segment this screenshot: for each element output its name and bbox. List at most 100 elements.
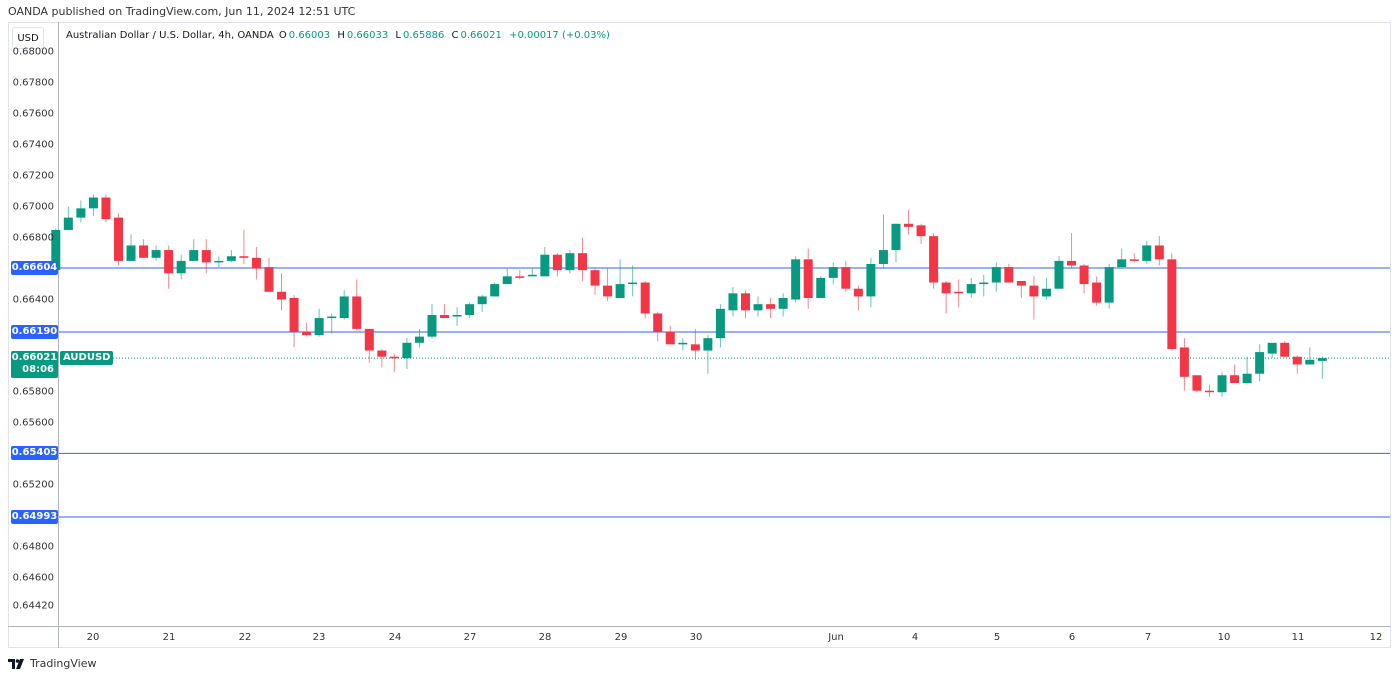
candle-body bbox=[1242, 373, 1252, 383]
candle-bullish bbox=[1255, 344, 1265, 382]
candle-body bbox=[1142, 245, 1152, 261]
candle-body bbox=[715, 308, 725, 339]
candle-bullish bbox=[678, 338, 688, 351]
candle-body bbox=[164, 250, 174, 274]
time-axis-label: 30 bbox=[689, 632, 703, 643]
candle-body bbox=[778, 297, 788, 309]
legend-open: O 0.66003 bbox=[279, 30, 332, 41]
candle-body bbox=[878, 250, 888, 264]
candle-bullish bbox=[314, 308, 324, 337]
candle-bullish bbox=[628, 265, 638, 297]
currency-button[interactable]: USD bbox=[12, 27, 44, 49]
candle-body bbox=[866, 263, 876, 297]
candle-body bbox=[1230, 375, 1240, 383]
candle-body bbox=[239, 256, 249, 258]
candle-bearish bbox=[515, 270, 525, 280]
price-axis-border bbox=[58, 22, 59, 648]
candle-bearish bbox=[1029, 276, 1039, 320]
candle-body bbox=[803, 259, 813, 298]
low-label: L bbox=[395, 30, 401, 41]
candle-bullish bbox=[866, 257, 876, 308]
candle-bullish bbox=[1117, 248, 1127, 268]
legend-high: H 0.66033 bbox=[337, 30, 390, 41]
candle-bearish bbox=[377, 348, 387, 368]
candle-body bbox=[1317, 358, 1327, 361]
candle-body bbox=[1092, 282, 1102, 303]
candle-bearish bbox=[941, 280, 951, 314]
candle-bullish bbox=[966, 277, 976, 298]
candle-body bbox=[703, 338, 713, 351]
candle-body bbox=[1204, 390, 1214, 393]
candle-bullish bbox=[465, 302, 475, 319]
candle-bearish bbox=[389, 353, 399, 373]
candle-body bbox=[88, 197, 98, 209]
candle-bullish bbox=[527, 268, 537, 277]
high-value: 0.66033 bbox=[346, 30, 389, 41]
candle-bullish bbox=[176, 254, 186, 280]
candle-body bbox=[590, 270, 600, 286]
candle-body bbox=[289, 297, 299, 332]
candle-body bbox=[1016, 280, 1026, 286]
candle-bearish bbox=[1204, 384, 1214, 397]
candle-body bbox=[527, 274, 537, 277]
candle-bullish bbox=[189, 239, 199, 261]
time-axis-border bbox=[8, 626, 1391, 627]
price-axis-label: 0.64800 bbox=[12, 541, 54, 553]
candle-bullish bbox=[452, 307, 462, 326]
candle-body bbox=[565, 253, 575, 271]
low-value: 0.65886 bbox=[402, 30, 445, 41]
candle-bearish bbox=[1129, 253, 1139, 263]
candle-bearish bbox=[1230, 364, 1240, 383]
candle-bearish bbox=[665, 325, 675, 345]
time-axis-label: 11 bbox=[1291, 632, 1305, 643]
candle-bearish bbox=[590, 268, 600, 295]
candle-bullish bbox=[1142, 240, 1152, 264]
price-axis-label: 0.66800 bbox=[12, 232, 54, 244]
candle-body bbox=[214, 260, 224, 263]
candle-bullish bbox=[88, 194, 98, 217]
candle-bearish bbox=[101, 194, 111, 223]
candle-body bbox=[552, 254, 562, 271]
candle-bearish bbox=[352, 279, 362, 331]
high-label: H bbox=[337, 30, 345, 41]
candle-body bbox=[126, 245, 136, 261]
candle-bearish bbox=[904, 209, 914, 235]
candle-body bbox=[766, 304, 776, 309]
time-axis-label: 22 bbox=[238, 632, 252, 643]
candle-bearish bbox=[302, 322, 312, 337]
candle-bearish bbox=[841, 260, 851, 292]
candle-bearish bbox=[1079, 263, 1089, 294]
price-axis-label: 0.67000 bbox=[12, 201, 54, 213]
candle-bullish bbox=[565, 250, 575, 274]
candle-body bbox=[640, 282, 650, 314]
candle-body bbox=[904, 223, 914, 227]
candle-bullish bbox=[214, 256, 224, 268]
candle-bearish bbox=[277, 273, 287, 311]
close-label: C bbox=[451, 30, 459, 41]
candle-body bbox=[427, 314, 437, 337]
candle-body bbox=[791, 259, 801, 300]
logo-text: TradingView bbox=[30, 657, 97, 670]
candle-bullish bbox=[151, 245, 161, 261]
candle-body bbox=[1192, 375, 1202, 391]
candle-bearish bbox=[640, 280, 650, 319]
tradingview-logo[interactable]: TradingView bbox=[8, 657, 96, 670]
candle-bearish bbox=[164, 245, 174, 289]
time-axis-label: 21 bbox=[162, 632, 176, 643]
candle-body bbox=[741, 293, 750, 311]
candle-body bbox=[1167, 259, 1177, 349]
candle-bearish bbox=[364, 328, 374, 363]
candle-body bbox=[1255, 352, 1265, 374]
time-axis-label: 27 bbox=[463, 632, 477, 643]
price-axis-label: 0.64600 bbox=[12, 572, 54, 584]
candle-body bbox=[1179, 347, 1189, 377]
candle-bullish bbox=[816, 276, 826, 298]
candle-body bbox=[226, 256, 236, 261]
candle-bearish bbox=[251, 246, 261, 280]
candle-body bbox=[979, 282, 989, 285]
time-axis-label: 28 bbox=[538, 632, 552, 643]
candle-bullish bbox=[1041, 277, 1051, 300]
candle-bearish bbox=[929, 233, 939, 289]
candle-bearish bbox=[954, 279, 964, 308]
